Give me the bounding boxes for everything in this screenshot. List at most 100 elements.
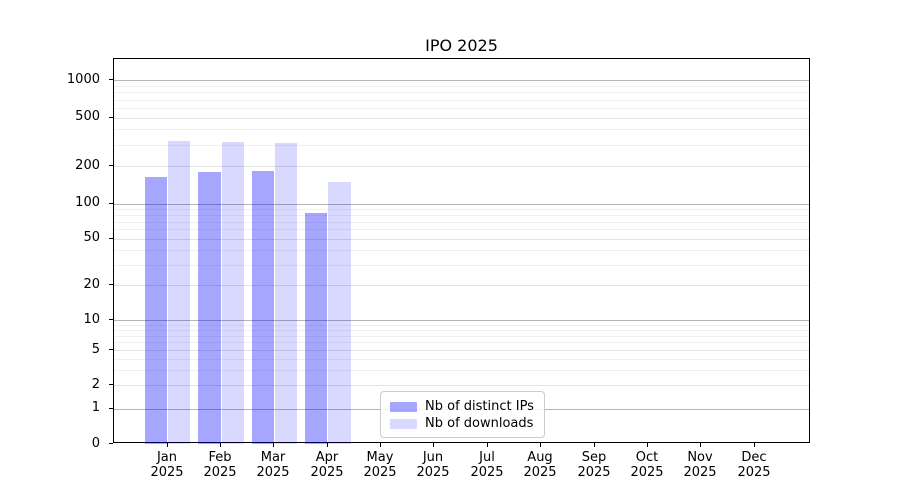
x-tick-label-dec: Dec 2025 <box>728 450 780 480</box>
y-tick-mark <box>109 165 113 166</box>
x-tick-label-sep: Sep 2025 <box>568 450 620 480</box>
y-tick-label: 500 <box>75 109 100 124</box>
x-tick-label-nov: Nov 2025 <box>674 450 726 480</box>
gridline-minor <box>114 166 809 167</box>
x-tick-year: 2025 <box>310 465 344 480</box>
x-tick-mark <box>273 443 274 447</box>
x-tick-month: Mar <box>260 450 286 465</box>
gridline-minor <box>114 92 809 93</box>
x-tick-year: 2025 <box>470 465 504 480</box>
legend-item-distinct-ips: Nb of distinct IPs <box>390 399 535 414</box>
x-tick-month: Sep <box>581 450 607 465</box>
x-tick-mark <box>380 443 381 447</box>
legend-swatch-downloads <box>390 418 417 429</box>
y-tick-label: 1 <box>91 400 100 415</box>
gridline-minor <box>114 336 809 337</box>
gridline-minor <box>114 342 809 343</box>
x-tick-year: 2025 <box>256 465 290 480</box>
y-tick-label: 10 <box>83 312 100 327</box>
x-tick-label-jul: Jul 2025 <box>461 450 513 480</box>
x-tick-year: 2025 <box>363 465 397 480</box>
x-tick-mark <box>540 443 541 447</box>
gridline-minor <box>114 385 809 386</box>
x-tick-month: Jul <box>479 450 495 465</box>
y-tick-label: 0 <box>91 436 100 451</box>
x-tick-year: 2025 <box>683 465 717 480</box>
y-tick-label: 200 <box>75 158 100 173</box>
gridline-minor <box>114 86 809 87</box>
gridline-minor <box>114 265 809 266</box>
x-tick-month: May <box>366 450 394 465</box>
x-tick-label-may: May 2025 <box>354 450 406 480</box>
gridline-minor <box>114 239 809 240</box>
y-tick-label: 50 <box>83 230 100 245</box>
x-tick-year: 2025 <box>416 465 450 480</box>
x-tick-month: Nov <box>687 450 713 465</box>
y-tick-mark <box>109 284 113 285</box>
chart-title: IPO 2025 <box>425 36 498 55</box>
legend-label-distinct-ips: Nb of distinct IPs <box>425 399 534 414</box>
y-tick-label: 5 <box>91 342 100 357</box>
y-tick-mark <box>109 349 113 350</box>
gridline-minor <box>114 215 809 216</box>
gridline-minor <box>114 145 809 146</box>
bar-downloads-apr <box>328 182 351 444</box>
y-tick-mark <box>109 203 113 204</box>
x-tick-year: 2025 <box>737 465 771 480</box>
x-tick-year: 2025 <box>523 465 557 480</box>
gridline-minor <box>114 359 809 360</box>
legend-swatch-distinct-ips <box>390 401 417 412</box>
y-tick-label: 20 <box>83 277 100 292</box>
gridline-minor <box>114 100 809 101</box>
x-tick-month: Jan <box>156 450 178 465</box>
x-tick-mark <box>754 443 755 447</box>
gridline-major <box>114 204 809 205</box>
plot-area: Nb of distinct IPs Nb of downloads <box>113 58 810 444</box>
bar-distinct-ips-jan <box>144 177 168 444</box>
legend-item-downloads: Nb of downloads <box>390 416 535 431</box>
y-tick-mark <box>109 319 113 320</box>
x-tick-month: Dec <box>741 450 767 465</box>
x-tick-label-feb: Feb 2025 <box>194 450 246 480</box>
gridline-minor <box>114 229 809 230</box>
x-tick-label-apr: Apr 2025 <box>301 450 353 480</box>
gridline-major <box>114 320 809 321</box>
y-tick-mark <box>109 79 113 80</box>
bar-distinct-ips-feb <box>198 172 221 444</box>
y-tick-mark <box>109 117 113 118</box>
bar-downloads-feb <box>221 142 244 444</box>
gridline-minor <box>114 108 809 109</box>
x-tick-mark <box>327 443 328 447</box>
bar-distinct-ips-apr <box>304 212 328 444</box>
x-tick-month: Oct <box>635 450 659 465</box>
bar-downloads-jan <box>168 141 191 444</box>
x-tick-label-jun: Jun 2025 <box>407 450 459 480</box>
y-tick-mark <box>109 238 113 239</box>
x-tick-mark <box>647 443 648 447</box>
y-tick-mark <box>109 408 113 409</box>
x-tick-month: Jun <box>422 450 444 465</box>
x-tick-month: Apr <box>315 450 339 465</box>
x-tick-label-jan: Jan 2025 <box>141 450 193 480</box>
gridline-minor <box>114 285 809 286</box>
x-tick-mark <box>700 443 701 447</box>
gridline-minor <box>114 325 809 326</box>
legend: Nb of distinct IPs Nb of downloads <box>380 391 545 438</box>
x-tick-year: 2025 <box>150 465 184 480</box>
y-tick-mark <box>109 384 113 385</box>
x-tick-year: 2025 <box>630 465 664 480</box>
y-tick-label: 1000 <box>66 72 100 87</box>
x-tick-year: 2025 <box>577 465 611 480</box>
gridline-minor <box>114 209 809 210</box>
x-tick-label-oct: Oct 2025 <box>621 450 673 480</box>
y-tick-mark <box>109 443 113 444</box>
x-tick-year: 2025 <box>203 465 237 480</box>
gridline-minor <box>114 118 809 119</box>
gridline-minor <box>114 222 809 223</box>
gridline-major <box>114 80 809 81</box>
x-tick-mark <box>594 443 595 447</box>
legend-label-downloads: Nb of downloads <box>425 416 534 431</box>
x-tick-month: Aug <box>527 450 553 465</box>
gridline-minor <box>114 250 809 251</box>
